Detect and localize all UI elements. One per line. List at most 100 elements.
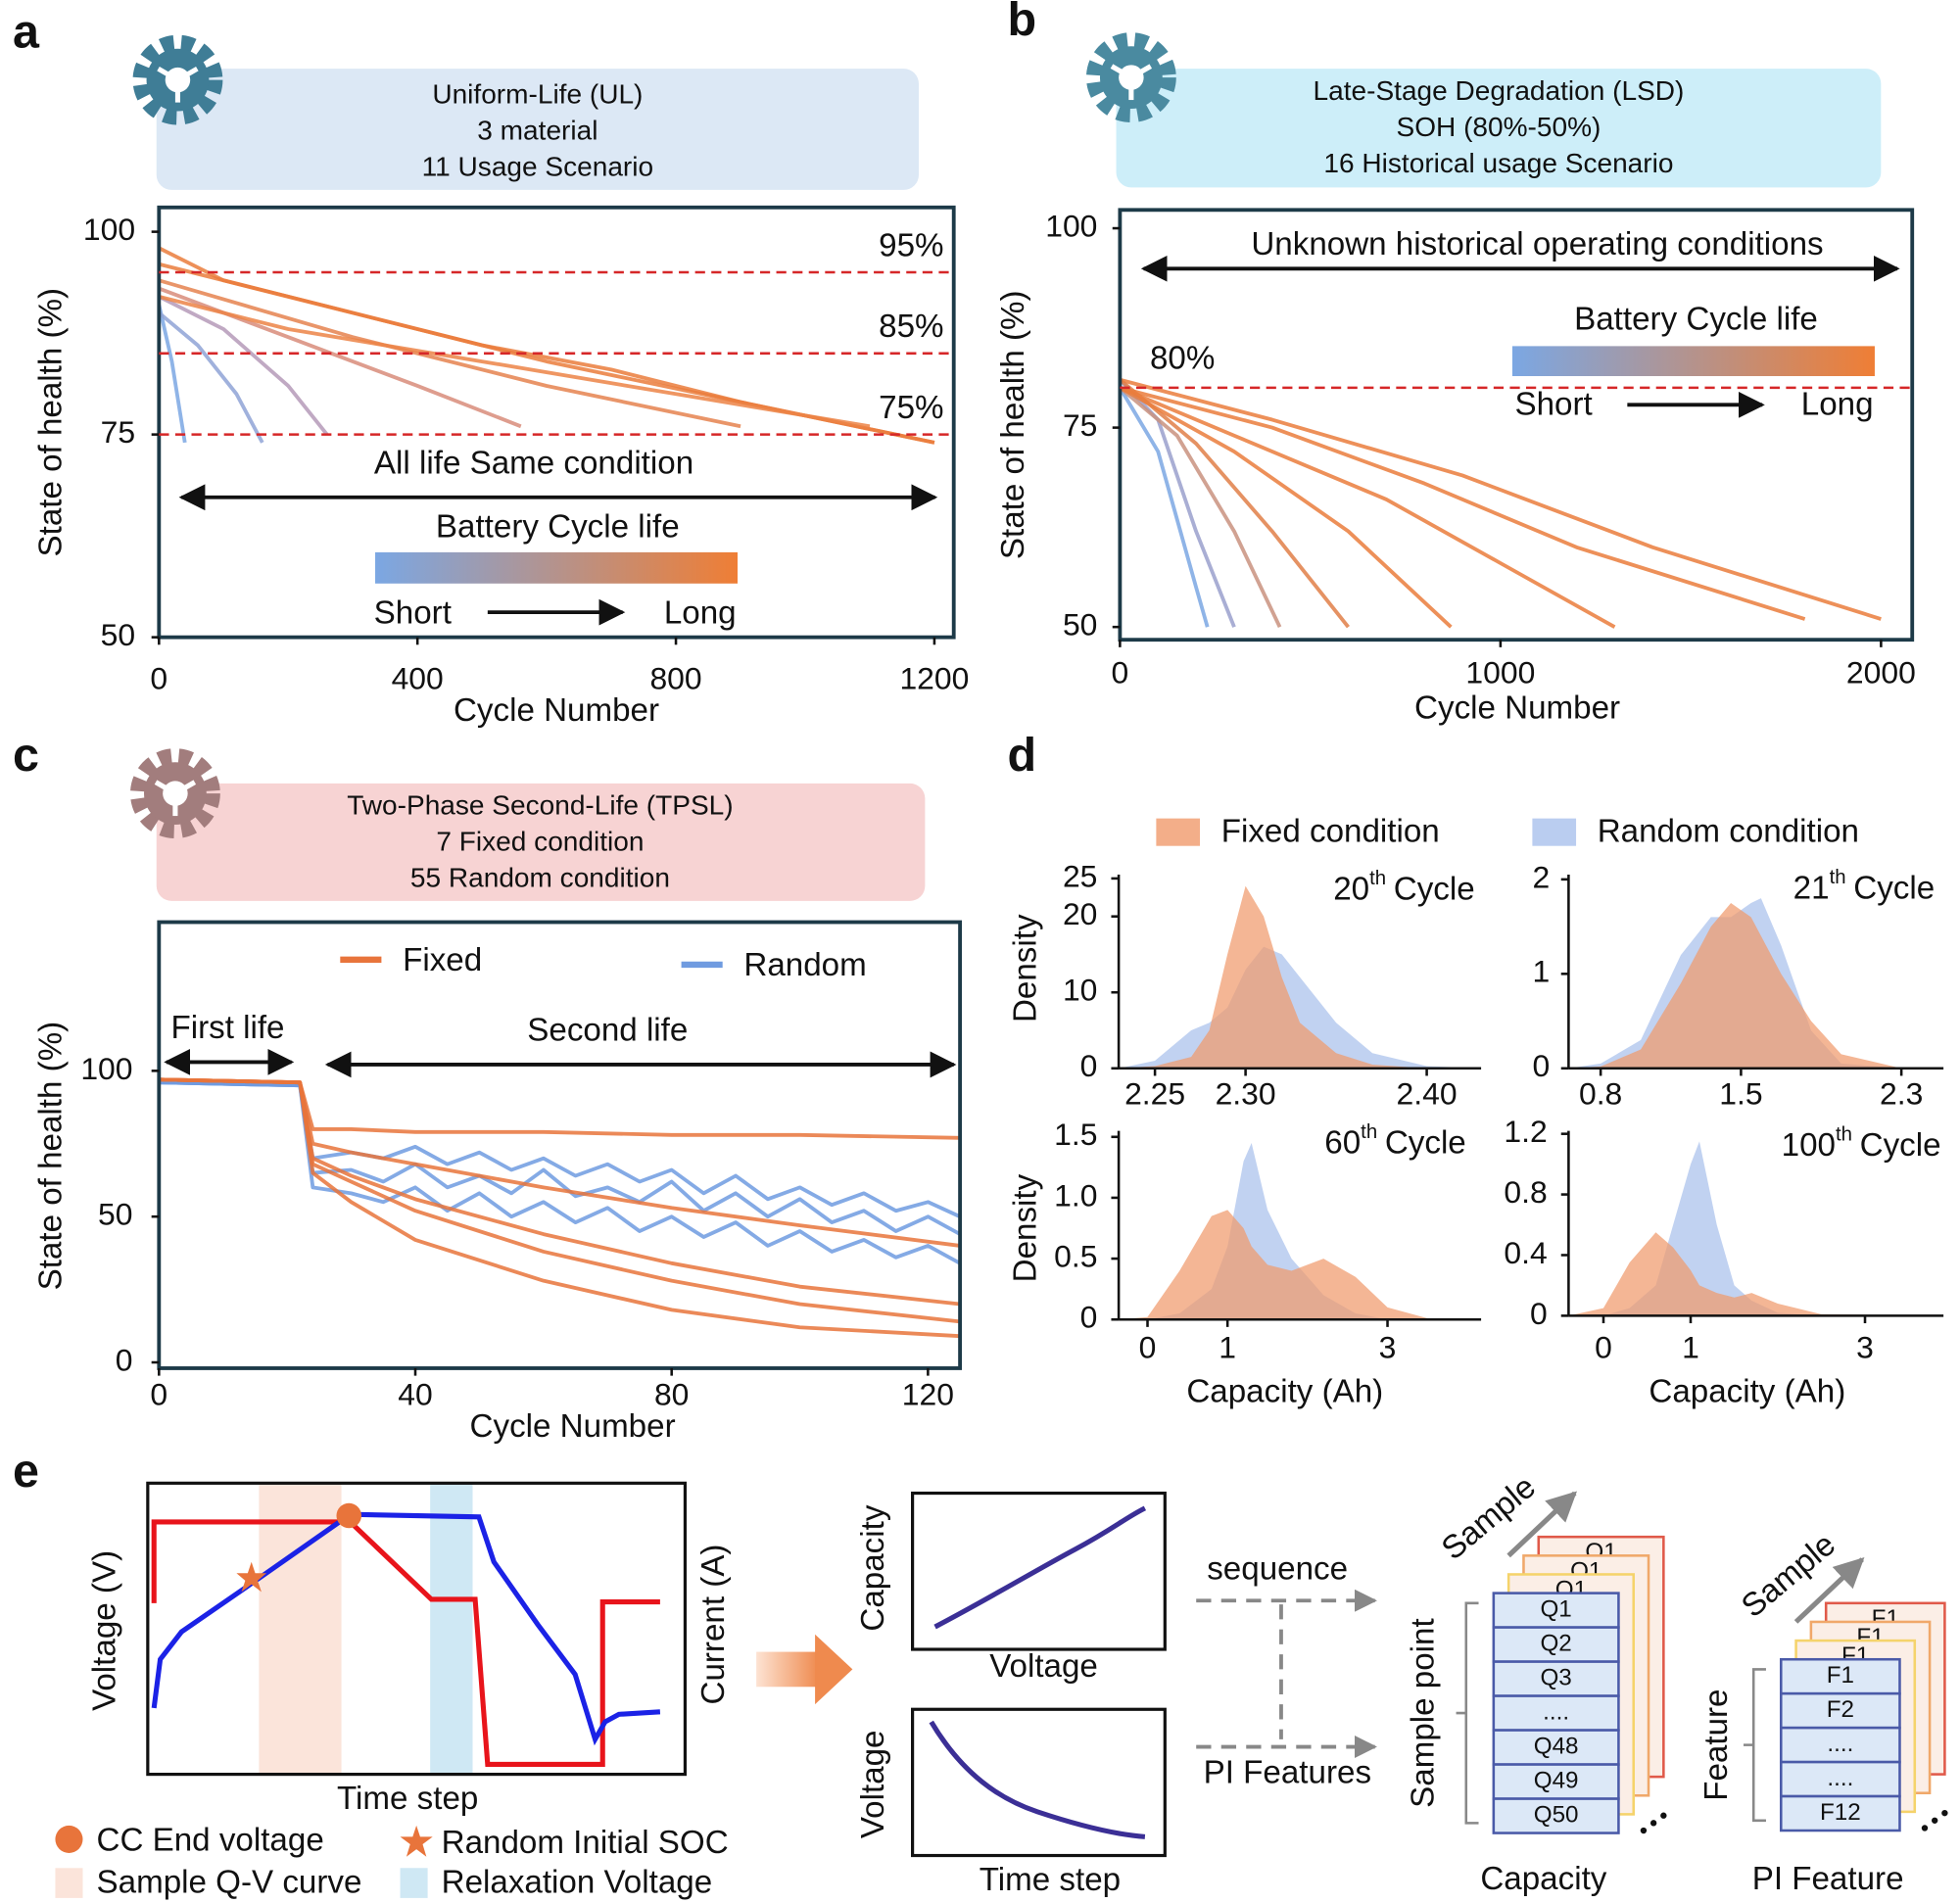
x-axis-label: Cycle Number xyxy=(470,1408,676,1445)
title-number: 100 xyxy=(1782,1127,1836,1164)
title-superscript: th xyxy=(1361,1122,1377,1144)
panel-label: a xyxy=(13,6,40,59)
y-tick-label: 0.8 xyxy=(1504,1174,1547,1210)
title-number: 21 xyxy=(1793,870,1830,906)
y-tick-label: 10 xyxy=(1063,973,1097,1008)
soc-marker xyxy=(236,1561,267,1593)
y-axis-label: Voltage xyxy=(855,1730,891,1838)
legend-swatch xyxy=(55,1868,83,1898)
x-tick-label: 1.5 xyxy=(1719,1075,1762,1111)
series-line xyxy=(1120,378,1350,629)
density-area xyxy=(1119,885,1482,1069)
panel-label: c xyxy=(13,729,39,782)
colorbar-title: Battery Cycle life xyxy=(1574,302,1818,338)
y-tick-label: 75 xyxy=(101,414,135,450)
info-text: 16 Historical usage Scenario xyxy=(1323,148,1673,178)
cell-label: Q50 xyxy=(1534,1801,1579,1828)
bracket xyxy=(1743,1668,1766,1823)
legend-swatch xyxy=(1532,818,1577,846)
annotation: First life xyxy=(170,1010,284,1046)
title-text: Cycle xyxy=(1385,1124,1466,1161)
y-tick-label: 0 xyxy=(1533,1048,1551,1083)
plot-area xyxy=(1568,1141,1944,1316)
series-line xyxy=(159,304,187,444)
x-axis-label: Capacity (Ah) xyxy=(1186,1373,1383,1409)
gear-icon xyxy=(154,780,177,796)
title-superscript: th xyxy=(1836,1124,1852,1146)
stack-arrow xyxy=(1793,1557,1865,1624)
x-tick-label: 1 xyxy=(1219,1329,1236,1364)
x-axis-label: Cycle Number xyxy=(454,692,659,729)
gear-icon xyxy=(1129,64,1153,80)
series-line xyxy=(159,295,329,436)
legend-label: Sample Q-V curve xyxy=(97,1865,362,1901)
x-axis-label: Voltage xyxy=(989,1648,1098,1685)
plot-area xyxy=(159,246,935,445)
series-line xyxy=(1120,377,1882,621)
y-tick-label: 75 xyxy=(1063,407,1097,443)
qv-curve xyxy=(933,1505,1147,1630)
more-dots xyxy=(1921,1825,1929,1832)
relax-frame xyxy=(911,1707,1167,1858)
voltage-curve xyxy=(151,1511,661,1746)
cell xyxy=(1779,1760,1901,1798)
title-text: Cycle xyxy=(1394,871,1475,907)
stack-arrow xyxy=(1506,1491,1577,1558)
y-axis-label: Capacity xyxy=(855,1504,891,1631)
colorbar-low: Short xyxy=(374,595,452,631)
x-tick-label: 0 xyxy=(1112,654,1129,690)
colorbar-high: Long xyxy=(1801,386,1874,422)
series-line xyxy=(159,1080,961,1265)
colorbar-low: Short xyxy=(1514,386,1592,422)
threshold-label: 80% xyxy=(1150,341,1215,377)
stack-caption: Capacity xyxy=(1480,1861,1606,1897)
legend-label: Fixed condition xyxy=(1221,814,1440,850)
x-tick-label: 0 xyxy=(1595,1329,1612,1364)
info-box xyxy=(1116,69,1882,188)
cell-label: Q49 xyxy=(1534,1767,1579,1793)
legend-marker xyxy=(400,1825,433,1857)
stack-axis: Sample xyxy=(1435,1469,1543,1568)
annotation: Second life xyxy=(527,1013,688,1049)
cell xyxy=(1492,1763,1620,1800)
legend-label: Relaxation Voltage xyxy=(442,1865,713,1901)
colorbar-title: Battery Cycle life xyxy=(436,508,680,545)
legend-marker xyxy=(55,1825,83,1853)
title-superscript: th xyxy=(1830,867,1846,888)
y-tick-label: 0 xyxy=(116,1342,133,1377)
y-axis-label: State of health (%) xyxy=(995,290,1031,559)
cell xyxy=(1779,1794,1901,1832)
cell xyxy=(1492,1592,1620,1629)
threshold-label: 95% xyxy=(879,227,943,263)
x-tick-label: 2.40 xyxy=(1397,1075,1458,1111)
panel-label: b xyxy=(1008,0,1037,46)
x-tick-label: 1 xyxy=(1682,1329,1699,1364)
current-curve xyxy=(151,1519,660,1767)
colorbar xyxy=(375,551,739,584)
y-tick-label: 50 xyxy=(1063,607,1097,642)
plot-area xyxy=(1568,898,1942,1069)
subplot-title: 100th Cycle xyxy=(1782,1124,1941,1164)
cell-label: .... xyxy=(1827,1765,1853,1791)
series-line xyxy=(1120,386,1210,628)
title-superscript: th xyxy=(1369,869,1386,890)
bracket xyxy=(1456,1601,1479,1825)
legend-swatch xyxy=(1156,818,1201,846)
x-tick-label: 40 xyxy=(398,1377,432,1412)
info-text: 55 Random condition xyxy=(410,863,670,893)
series-line xyxy=(159,1077,961,1140)
more-dots xyxy=(1941,1809,1948,1817)
plot-frame xyxy=(157,205,956,640)
legend-swatch xyxy=(400,1868,428,1898)
y-tick-label: 0.5 xyxy=(1054,1238,1097,1273)
panel-label: e xyxy=(13,1445,39,1498)
legend-label: Random Initial SOC xyxy=(442,1825,729,1861)
x-tick-label: 3 xyxy=(1379,1329,1397,1364)
y-axis-label: Density xyxy=(1008,1173,1044,1282)
cell xyxy=(1492,1797,1620,1834)
gear-icon xyxy=(1085,32,1176,123)
x-tick-label: 0 xyxy=(150,661,167,696)
